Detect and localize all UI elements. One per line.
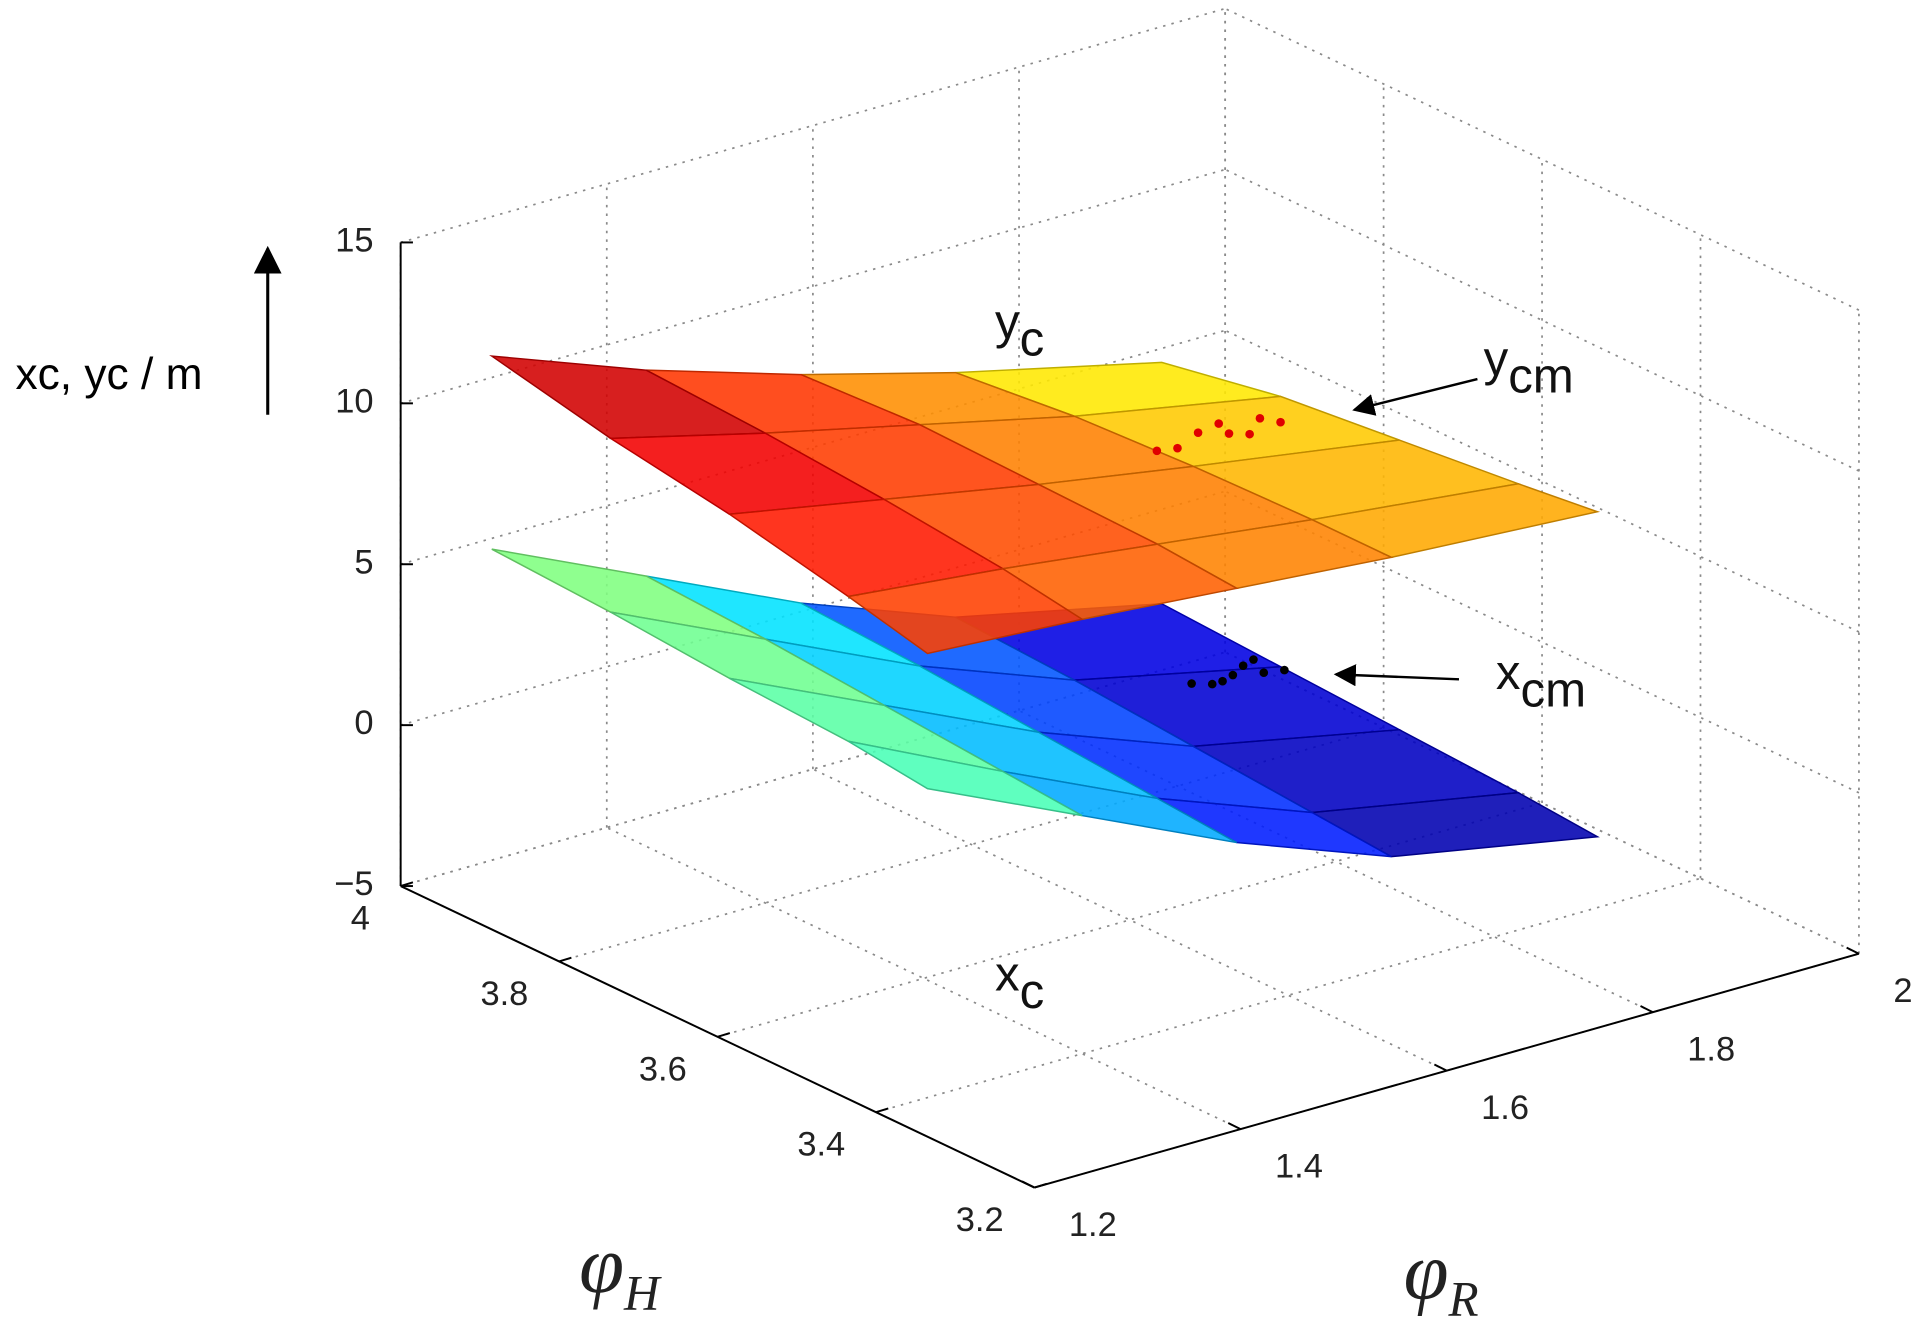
annotation-subscript: c — [1020, 964, 1045, 1019]
surface-patch — [847, 740, 1083, 817]
scatter-point — [1152, 446, 1162, 456]
grid-line — [606, 826, 1241, 1130]
annotation-symbol: x — [995, 947, 1020, 1002]
z-axis-label: xc, yc / m — [15, 350, 202, 399]
scatter-point — [1214, 419, 1224, 428]
annotation-subscript: cm — [1508, 349, 1574, 404]
annotation-symbol: x — [1496, 645, 1521, 700]
y-axis-label-symbol: φ — [1404, 1226, 1449, 1316]
tick-mark — [400, 881, 414, 887]
scatter-point — [1238, 661, 1248, 671]
scatter-point — [1245, 429, 1254, 439]
y-tick-label: 2 — [1893, 972, 1912, 1010]
tick-mark — [1433, 1063, 1448, 1072]
x-axis-label-symbol: φ — [579, 1220, 624, 1310]
scatter-point — [1228, 670, 1238, 680]
z-tick-label: −5 — [334, 865, 373, 903]
y-tick-label: 1.4 — [1275, 1148, 1323, 1186]
scatter-point — [1173, 443, 1182, 453]
plot-area — [489, 355, 1601, 858]
y-axis-label-subscript: R — [1448, 1272, 1479, 1327]
y-axis-label: φR — [1404, 1226, 1479, 1326]
y-tick-label: 1.8 — [1687, 1031, 1735, 1069]
x-tick-label: 3.6 — [639, 1050, 687, 1088]
x-tick-label: 3.4 — [797, 1126, 845, 1164]
tick-mark — [1034, 1182, 1048, 1189]
tick-mark — [875, 1107, 889, 1114]
surface-annotation: xc — [995, 947, 1044, 1019]
scatter-point — [1276, 417, 1285, 427]
annotation-subscript: c — [1020, 312, 1045, 367]
annotation-symbol: y — [1484, 331, 1509, 386]
surface-patch — [846, 567, 1085, 655]
z-tick-label: 0 — [354, 704, 373, 742]
z-tick-label: 5 — [354, 543, 373, 581]
tick-mark — [1640, 1005, 1654, 1014]
scatter-point — [1249, 655, 1258, 664]
scatter-annotation: ycm — [1484, 331, 1574, 403]
surface-annotation: yc — [995, 294, 1044, 366]
scatter-point — [1280, 665, 1289, 675]
scatter-point — [1218, 676, 1227, 686]
scatter-annotation: xcm — [1496, 645, 1586, 717]
scatter-point — [1207, 679, 1217, 689]
scatter-point — [1255, 414, 1265, 423]
tick-mark — [1227, 1122, 1241, 1130]
axes: −5 0 5 10 15 3.2 3.4 3.6 3.8 4 1.2 1.4 1.6 1.8 2 — [334, 222, 1912, 1245]
tick-mark — [558, 956, 572, 963]
annotation-subscript: cm — [1521, 662, 1587, 717]
tick-mark — [1021, 1180, 1035, 1189]
x-axis-label-subscript: H — [623, 1265, 662, 1320]
x-axis-label: φH — [579, 1220, 662, 1320]
annotation-symbol: y — [995, 294, 1020, 349]
y-tick-label: 1.6 — [1481, 1089, 1529, 1127]
scatter-point — [1224, 429, 1234, 438]
x-tick-label: 3.8 — [480, 975, 528, 1013]
x-tick-label: 4 — [351, 900, 370, 938]
scatter-point — [1187, 679, 1196, 688]
tick-mark — [717, 1032, 731, 1038]
x-tick-label: 3.2 — [956, 1201, 1004, 1239]
y-tick-label: 1.2 — [1069, 1206, 1117, 1244]
z-tick-label: 10 — [335, 382, 373, 420]
annotation-arrow — [1333, 664, 1460, 687]
tick-mark — [1846, 946, 1860, 955]
scatter-point — [1193, 428, 1203, 437]
annotation-arrow — [1352, 377, 1478, 416]
scatter-point — [1259, 668, 1269, 678]
z-tick-label: 15 — [335, 222, 373, 260]
